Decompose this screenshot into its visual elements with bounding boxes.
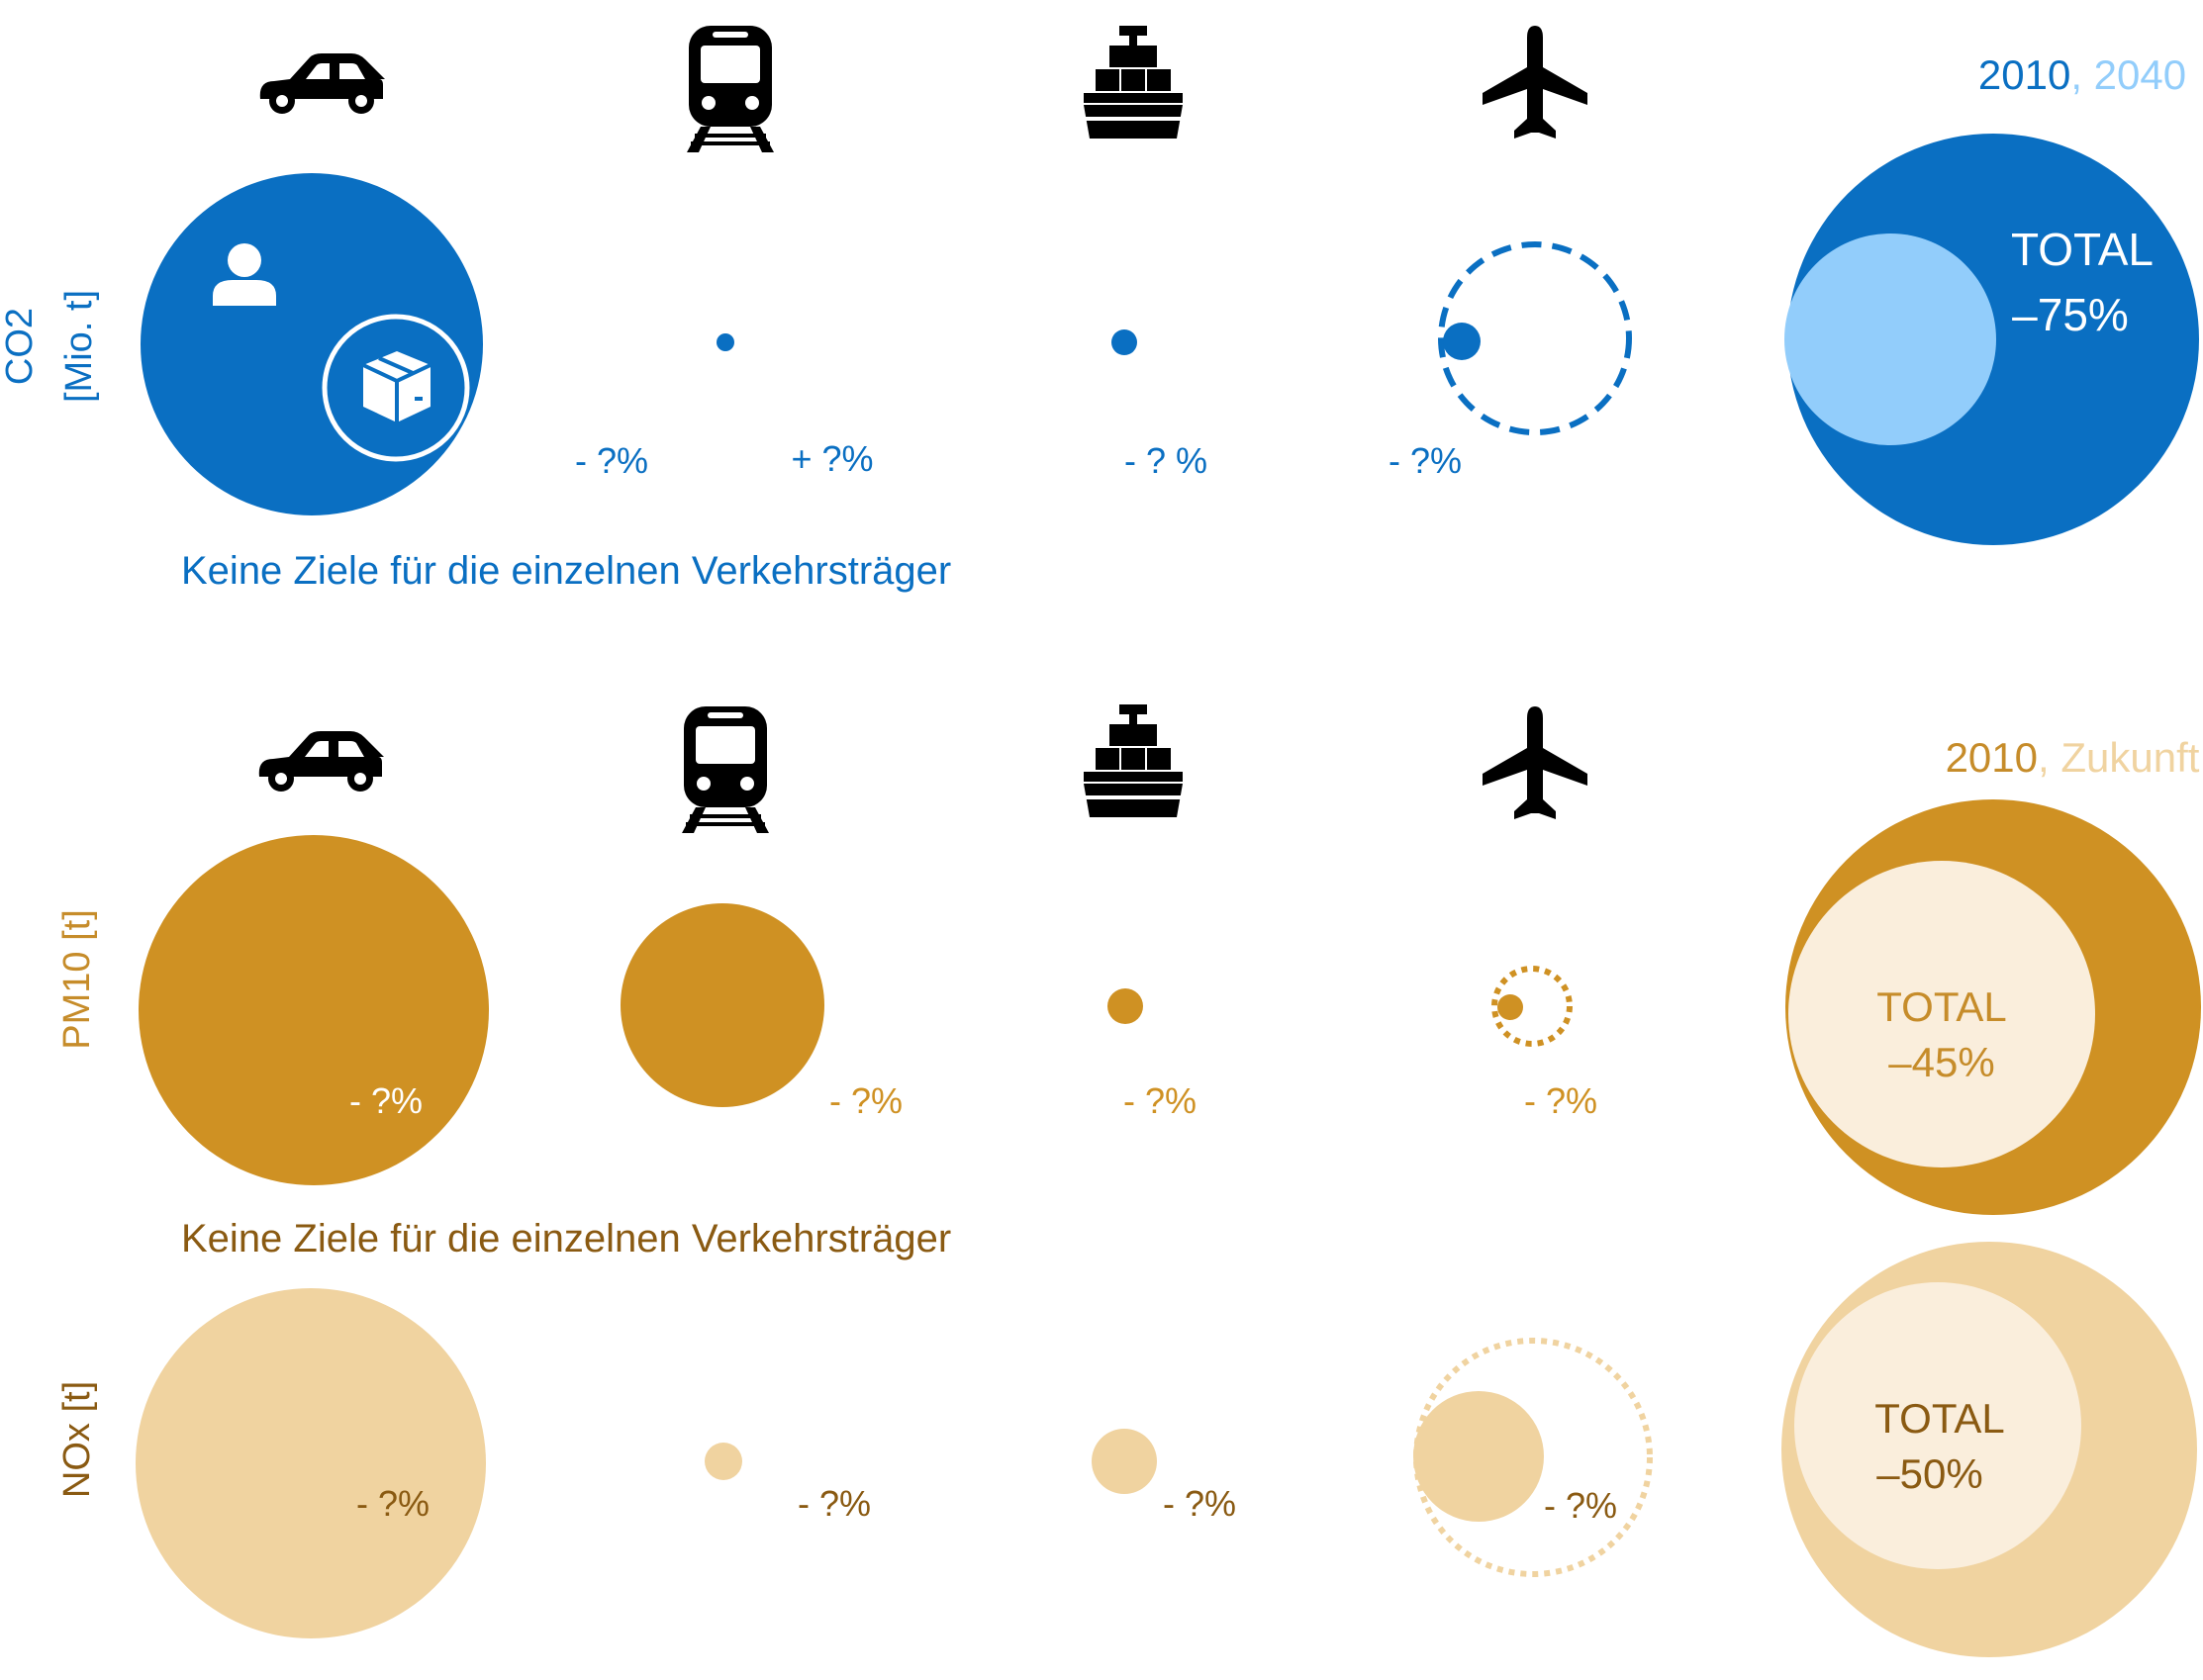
nox-air-target-circle bbox=[1413, 1338, 1653, 1577]
co2-ship-dot bbox=[1111, 329, 1137, 355]
pm10-change-car: - ?% bbox=[349, 1080, 423, 1121]
train-icon bbox=[687, 26, 774, 152]
nox-air-circle bbox=[1413, 1391, 1544, 1522]
pm10-note: Keine Ziele für die einzelnen Verkehrstr… bbox=[181, 1217, 951, 1260]
pm10-legend: 2010, Zukunft bbox=[1946, 734, 2200, 781]
nox-axis-label: NOx [t] bbox=[56, 1381, 98, 1498]
airplane-icon bbox=[1483, 26, 1587, 139]
co2-legend-separator: , bbox=[2070, 51, 2082, 98]
co2-car-circle bbox=[141, 173, 483, 515]
co2-axis-label-line1: CO2 bbox=[0, 308, 41, 385]
pm10-legend-2010: 2010 bbox=[1946, 734, 2038, 781]
nox-change-ship: - ?% bbox=[1163, 1483, 1236, 1524]
co2-train-dot bbox=[717, 333, 734, 351]
pm10-axis-label: PM10 [t] bbox=[56, 909, 98, 1050]
ship-icon bbox=[1084, 704, 1183, 817]
pm10-change-train: - ?% bbox=[829, 1080, 903, 1121]
co2-note: Keine Ziele für die einzelnen Verkehrstr… bbox=[181, 549, 951, 593]
pm10-train-circle bbox=[621, 903, 824, 1107]
pm10-change-air: - ?% bbox=[1524, 1080, 1597, 1121]
co2-change-air: - ?% bbox=[1389, 440, 1462, 481]
pm10-change-ship: - ?% bbox=[1123, 1080, 1197, 1121]
nox-total-label: TOTAL bbox=[1874, 1395, 2004, 1442]
co2-total-2040-circle bbox=[1784, 233, 1996, 445]
co2-air-target-circle bbox=[1438, 241, 1632, 435]
nox-car-circle bbox=[136, 1288, 486, 1638]
co2-air-dot bbox=[1443, 323, 1481, 360]
pm10-air-dot bbox=[1497, 994, 1523, 1020]
train-icon bbox=[682, 706, 769, 833]
pm10-legend-zukunft: Zukunft bbox=[2060, 734, 2199, 781]
nox-change-train: - ?% bbox=[798, 1483, 871, 1524]
co2-total-change: –75% bbox=[2012, 289, 2129, 340]
airplane-icon bbox=[1483, 706, 1587, 819]
nox-change-car: - ?% bbox=[356, 1483, 430, 1524]
co2-freight-ring bbox=[322, 314, 470, 462]
pm10-legend-separator: , bbox=[2038, 734, 2050, 781]
pm10-total-change: –45% bbox=[1888, 1039, 1994, 1085]
co2-change-car-freight: + ?% bbox=[791, 438, 873, 479]
package-icon bbox=[362, 351, 431, 422]
co2-legend-2010: 2010 bbox=[1978, 51, 2070, 98]
nox-change-air: - ?% bbox=[1544, 1485, 1617, 1526]
co2-legend: 2010, 2040 bbox=[1978, 51, 2186, 98]
co2-legend-2040: 2040 bbox=[2094, 51, 2186, 98]
co2-total-label: TOTAL bbox=[2011, 224, 2154, 275]
pm10-total-label: TOTAL bbox=[1876, 983, 2006, 1030]
pm10-car-circle bbox=[139, 835, 489, 1185]
nox-total-change: –50% bbox=[1876, 1450, 1982, 1497]
ship-icon bbox=[1084, 26, 1183, 139]
car-icon bbox=[258, 731, 384, 792]
pm10-total-future-circle bbox=[1788, 861, 2095, 1167]
co2-axis-label-line2: [Mio. t] bbox=[58, 290, 100, 403]
co2-change-car-passenger: - ?% bbox=[575, 440, 648, 481]
nox-total-future-circle bbox=[1794, 1282, 2081, 1569]
co2-change-ship: - ? % bbox=[1124, 440, 1207, 481]
person-icon bbox=[213, 243, 276, 306]
pm10-air-target-circle bbox=[1491, 966, 1573, 1047]
car-icon bbox=[259, 53, 385, 114]
nox-train-circle bbox=[705, 1443, 742, 1480]
nox-ship-circle bbox=[1092, 1429, 1157, 1494]
pm10-ship-circle bbox=[1107, 988, 1143, 1024]
